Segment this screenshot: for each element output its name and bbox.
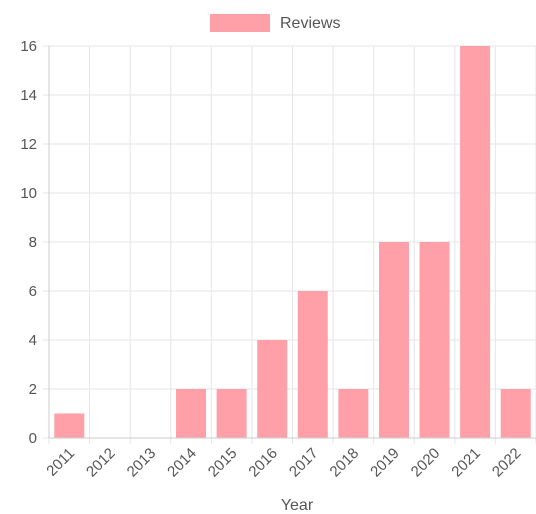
x-tick-label: 2017 [286, 445, 322, 481]
y-tick-label: 10 [20, 185, 37, 202]
x-tick-label: 2018 [327, 445, 363, 481]
axes [48, 46, 536, 439]
legend: Reviews [210, 14, 340, 32]
bar-2022 [500, 389, 531, 438]
bar-2017 [297, 291, 328, 438]
x-tick-label: 2013 [124, 445, 160, 481]
x-tick-label: 2011 [43, 445, 78, 480]
x-tick-label: 2014 [164, 445, 200, 481]
legend-label-reviews: Reviews [280, 15, 340, 32]
y-tick-label: 8 [29, 234, 37, 251]
bar-2014 [176, 389, 207, 438]
y-tick-label: 6 [29, 283, 37, 300]
x-tick-label: 2020 [408, 445, 444, 481]
y-tick-label: 12 [20, 136, 37, 153]
bar-2020 [419, 242, 450, 438]
y-tick-label: 14 [20, 87, 37, 104]
x-tick-label: 2021 [448, 445, 484, 481]
y-tick-label: 2 [29, 381, 37, 398]
y-tick-label: 4 [29, 332, 37, 349]
x-axis-title: Year [281, 497, 314, 514]
bar-2016 [257, 340, 288, 438]
bar-2019 [378, 242, 409, 438]
y-tick-label: 16 [20, 38, 37, 55]
x-tick-label: 2012 [83, 445, 119, 481]
grid-lines [43, 45, 536, 444]
y-tick-label: 0 [29, 430, 37, 447]
x-axis-tick-labels: 2011 2012 2013 2014 2015 2016 2017 2018 2019 2020… [43, 445, 524, 481]
x-tick-label: 2019 [367, 445, 403, 481]
bar-2011 [54, 413, 85, 438]
x-tick-label: 2016 [245, 445, 281, 481]
bar-2015 [216, 389, 247, 438]
bar-2018 [338, 389, 369, 438]
y-axis-tick-labels: 0 2 4 6 8 10 12 14 16 [20, 38, 37, 447]
x-tick-label: 2015 [205, 445, 241, 481]
legend-swatch-reviews [210, 14, 270, 32]
bar-2021 [460, 46, 491, 438]
bars [54, 46, 531, 438]
x-tick-label: 2022 [489, 445, 525, 481]
